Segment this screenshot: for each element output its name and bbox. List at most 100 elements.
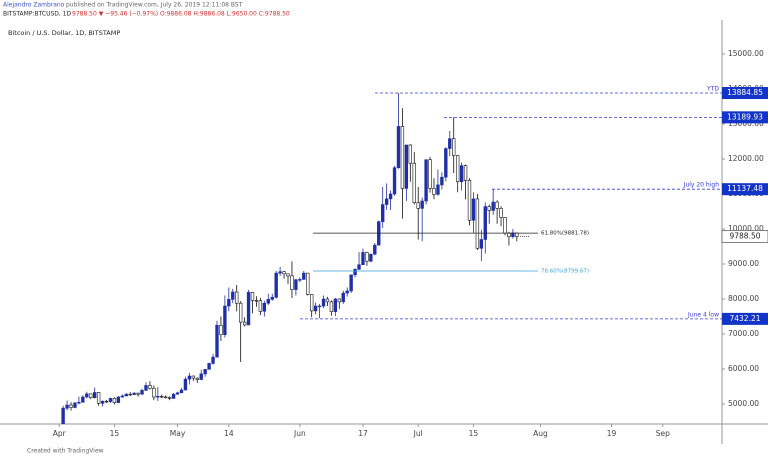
candle-body	[258, 300, 263, 312]
fib-label: 78.60%(8799.67)	[541, 269, 589, 275]
price-tag-label: 11137.48	[727, 184, 763, 193]
y-tick-label: 12000.00	[728, 154, 764, 163]
candle-body	[140, 390, 144, 395]
candle-body	[302, 272, 306, 280]
candle-body	[152, 387, 156, 398]
y-tick-label: 6000.00	[728, 364, 759, 373]
candle-body	[333, 298, 338, 312]
level-note: July 20 high	[683, 182, 720, 189]
candle-body	[238, 302, 243, 323]
x-tick-label: 17	[358, 429, 368, 438]
candle-body	[199, 373, 203, 380]
candle-body	[424, 159, 428, 202]
candle-body	[357, 264, 361, 270]
fib-label: 61.80%(9881.78)	[541, 231, 589, 237]
x-tick-label: May	[170, 429, 186, 438]
candle-body	[317, 305, 322, 308]
chart-title: Bitcoin / U.S. Dollar, 1D, BITSTAMP	[8, 29, 120, 37]
candle-body	[463, 165, 468, 181]
candle-body	[420, 200, 424, 209]
candle-body	[207, 363, 211, 370]
candle-body	[361, 252, 365, 266]
candle-body	[306, 272, 310, 295]
candle-body	[384, 198, 389, 205]
quote: 9788.50 ▼ −95.46 (−0.97%) O:9886.08 H:98…	[72, 11, 290, 18]
candle-body	[353, 268, 357, 276]
candle-body	[369, 253, 373, 262]
candle-body	[235, 291, 239, 304]
candle-body	[325, 298, 330, 303]
candle-body	[250, 292, 255, 301]
x-tick-label: Jul	[413, 429, 423, 438]
candle-body	[448, 138, 452, 149]
x-tick-label: Aug	[533, 429, 548, 438]
candle-body	[108, 398, 113, 402]
candle-body	[195, 377, 199, 380]
candle-body	[132, 392, 136, 395]
candle-body	[187, 375, 192, 380]
candle-body	[475, 198, 480, 249]
candle-body	[100, 400, 105, 404]
price-tag-label: 7432.21	[729, 314, 760, 323]
candle-body	[160, 396, 164, 398]
candle-body	[452, 138, 456, 156]
candle-body	[65, 404, 69, 409]
candle-body	[479, 239, 484, 249]
published: published on TradingView.com, July 26, 2…	[66, 2, 243, 9]
candle-body	[392, 167, 397, 195]
candle-body	[313, 305, 318, 312]
candle-body	[432, 188, 436, 195]
candle-body	[290, 275, 294, 290]
candle-body	[459, 165, 464, 183]
candle-body	[191, 375, 196, 379]
last-price-tag	[721, 230, 768, 243]
candle-body	[428, 159, 432, 189]
candle-body	[73, 402, 77, 408]
candle-body	[112, 398, 117, 403]
candle-body	[483, 206, 487, 240]
candle-body	[85, 393, 89, 398]
x-tick-label: 15	[469, 429, 479, 438]
y-tick-label: 8000.00	[728, 294, 759, 303]
x-tick-label: 15	[110, 429, 120, 438]
price-tag	[722, 111, 768, 124]
candle-body	[278, 271, 282, 274]
candle-body	[128, 393, 132, 396]
price-tag	[722, 87, 768, 100]
candle-body	[487, 206, 491, 211]
candle-body	[144, 385, 148, 391]
candle-body	[365, 252, 369, 262]
x-tick-label: Apr	[53, 429, 67, 438]
x-tick-label: Jun	[293, 429, 306, 438]
candle-body	[175, 392, 180, 395]
candle-body	[298, 279, 302, 281]
candle-body	[294, 279, 298, 290]
candle-body	[396, 126, 401, 169]
candle-body	[329, 301, 334, 312]
candle-body	[254, 300, 259, 302]
candle-body	[246, 292, 251, 326]
candle-body	[388, 193, 393, 200]
candle-body	[310, 294, 314, 312]
candle-body	[223, 305, 227, 336]
candle-body	[266, 299, 270, 304]
candle-body	[491, 201, 495, 211]
candle-body	[345, 290, 349, 294]
last-price-label: 9788.50	[729, 231, 760, 240]
candle-body	[373, 244, 377, 255]
candle-body	[89, 393, 93, 399]
x-tick-label: 14	[224, 429, 234, 438]
candle-body	[455, 155, 460, 183]
y-tick-label: 5000.00	[728, 399, 759, 408]
candle-body	[274, 272, 278, 298]
candle-body	[262, 302, 267, 312]
candle-body	[104, 400, 109, 403]
candle-body	[116, 396, 121, 403]
candle-body	[179, 389, 184, 394]
candle-body	[136, 392, 140, 395]
price-tag	[722, 183, 768, 196]
candle-body	[156, 396, 160, 398]
candle-body	[227, 299, 231, 307]
